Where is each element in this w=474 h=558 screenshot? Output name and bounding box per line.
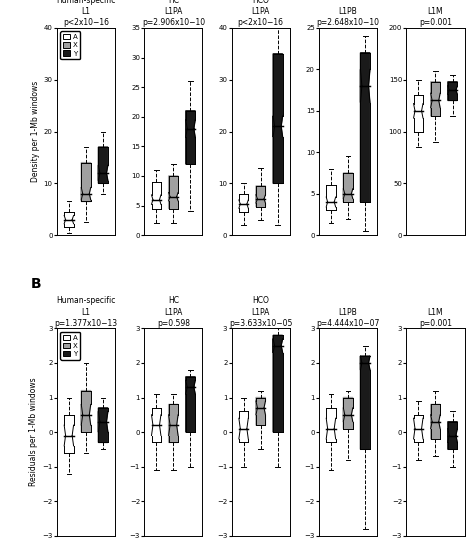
Polygon shape — [99, 147, 108, 184]
Polygon shape — [169, 405, 178, 442]
Polygon shape — [413, 415, 423, 442]
Polygon shape — [239, 194, 248, 212]
Title: L1PB
p=4.444x10−07: L1PB p=4.444x10−07 — [316, 307, 380, 328]
Polygon shape — [186, 377, 195, 432]
Polygon shape — [64, 212, 73, 228]
Y-axis label: Residuals per 1-Mb windows: Residuals per 1-Mb windows — [29, 378, 38, 487]
Legend: A, X, Y: A, X, Y — [60, 31, 81, 59]
Polygon shape — [81, 162, 91, 201]
Polygon shape — [273, 54, 283, 184]
Polygon shape — [152, 408, 161, 442]
Legend: A, X, Y: A, X, Y — [60, 332, 81, 360]
Title: HC
L1PA
p=0.598: HC L1PA p=0.598 — [157, 296, 190, 328]
Polygon shape — [99, 408, 108, 442]
Polygon shape — [152, 182, 161, 209]
Title: L1PB
p=2.648x10−10: L1PB p=2.648x10−10 — [317, 7, 380, 27]
Polygon shape — [360, 53, 370, 202]
Polygon shape — [273, 335, 283, 432]
Polygon shape — [169, 176, 178, 209]
Polygon shape — [360, 356, 370, 449]
Text: B: B — [31, 277, 41, 291]
Polygon shape — [186, 111, 195, 164]
Polygon shape — [448, 82, 457, 100]
Polygon shape — [448, 422, 457, 449]
Polygon shape — [343, 173, 353, 202]
Polygon shape — [256, 397, 265, 425]
Y-axis label: Density per 1-Mb windows: Density per 1-Mb windows — [30, 81, 39, 182]
Polygon shape — [343, 397, 353, 429]
Polygon shape — [239, 411, 248, 442]
Title: L1M
p=0.001: L1M p=0.001 — [419, 7, 452, 27]
Polygon shape — [64, 415, 73, 453]
Title: HCO
L1PA
p<2x10−16: HCO L1PA p<2x10−16 — [237, 0, 284, 27]
Polygon shape — [81, 391, 91, 432]
Polygon shape — [431, 82, 440, 116]
Polygon shape — [431, 405, 440, 439]
Title: Human-specific
L1
p=1.377x10−13: Human-specific L1 p=1.377x10−13 — [55, 296, 118, 328]
Polygon shape — [256, 186, 265, 206]
Title: HCO
L1PA
p=3.633x10−05: HCO L1PA p=3.633x10−05 — [229, 296, 292, 328]
Polygon shape — [413, 95, 423, 132]
Title: Human-specific
L1
p<2x10−16: Human-specific L1 p<2x10−16 — [56, 0, 116, 27]
Title: L1M
p=0.001: L1M p=0.001 — [419, 307, 452, 328]
Title: HC
L1PA
p=2.906x10−10: HC L1PA p=2.906x10−10 — [142, 0, 205, 27]
Polygon shape — [326, 185, 336, 210]
Polygon shape — [326, 408, 336, 442]
